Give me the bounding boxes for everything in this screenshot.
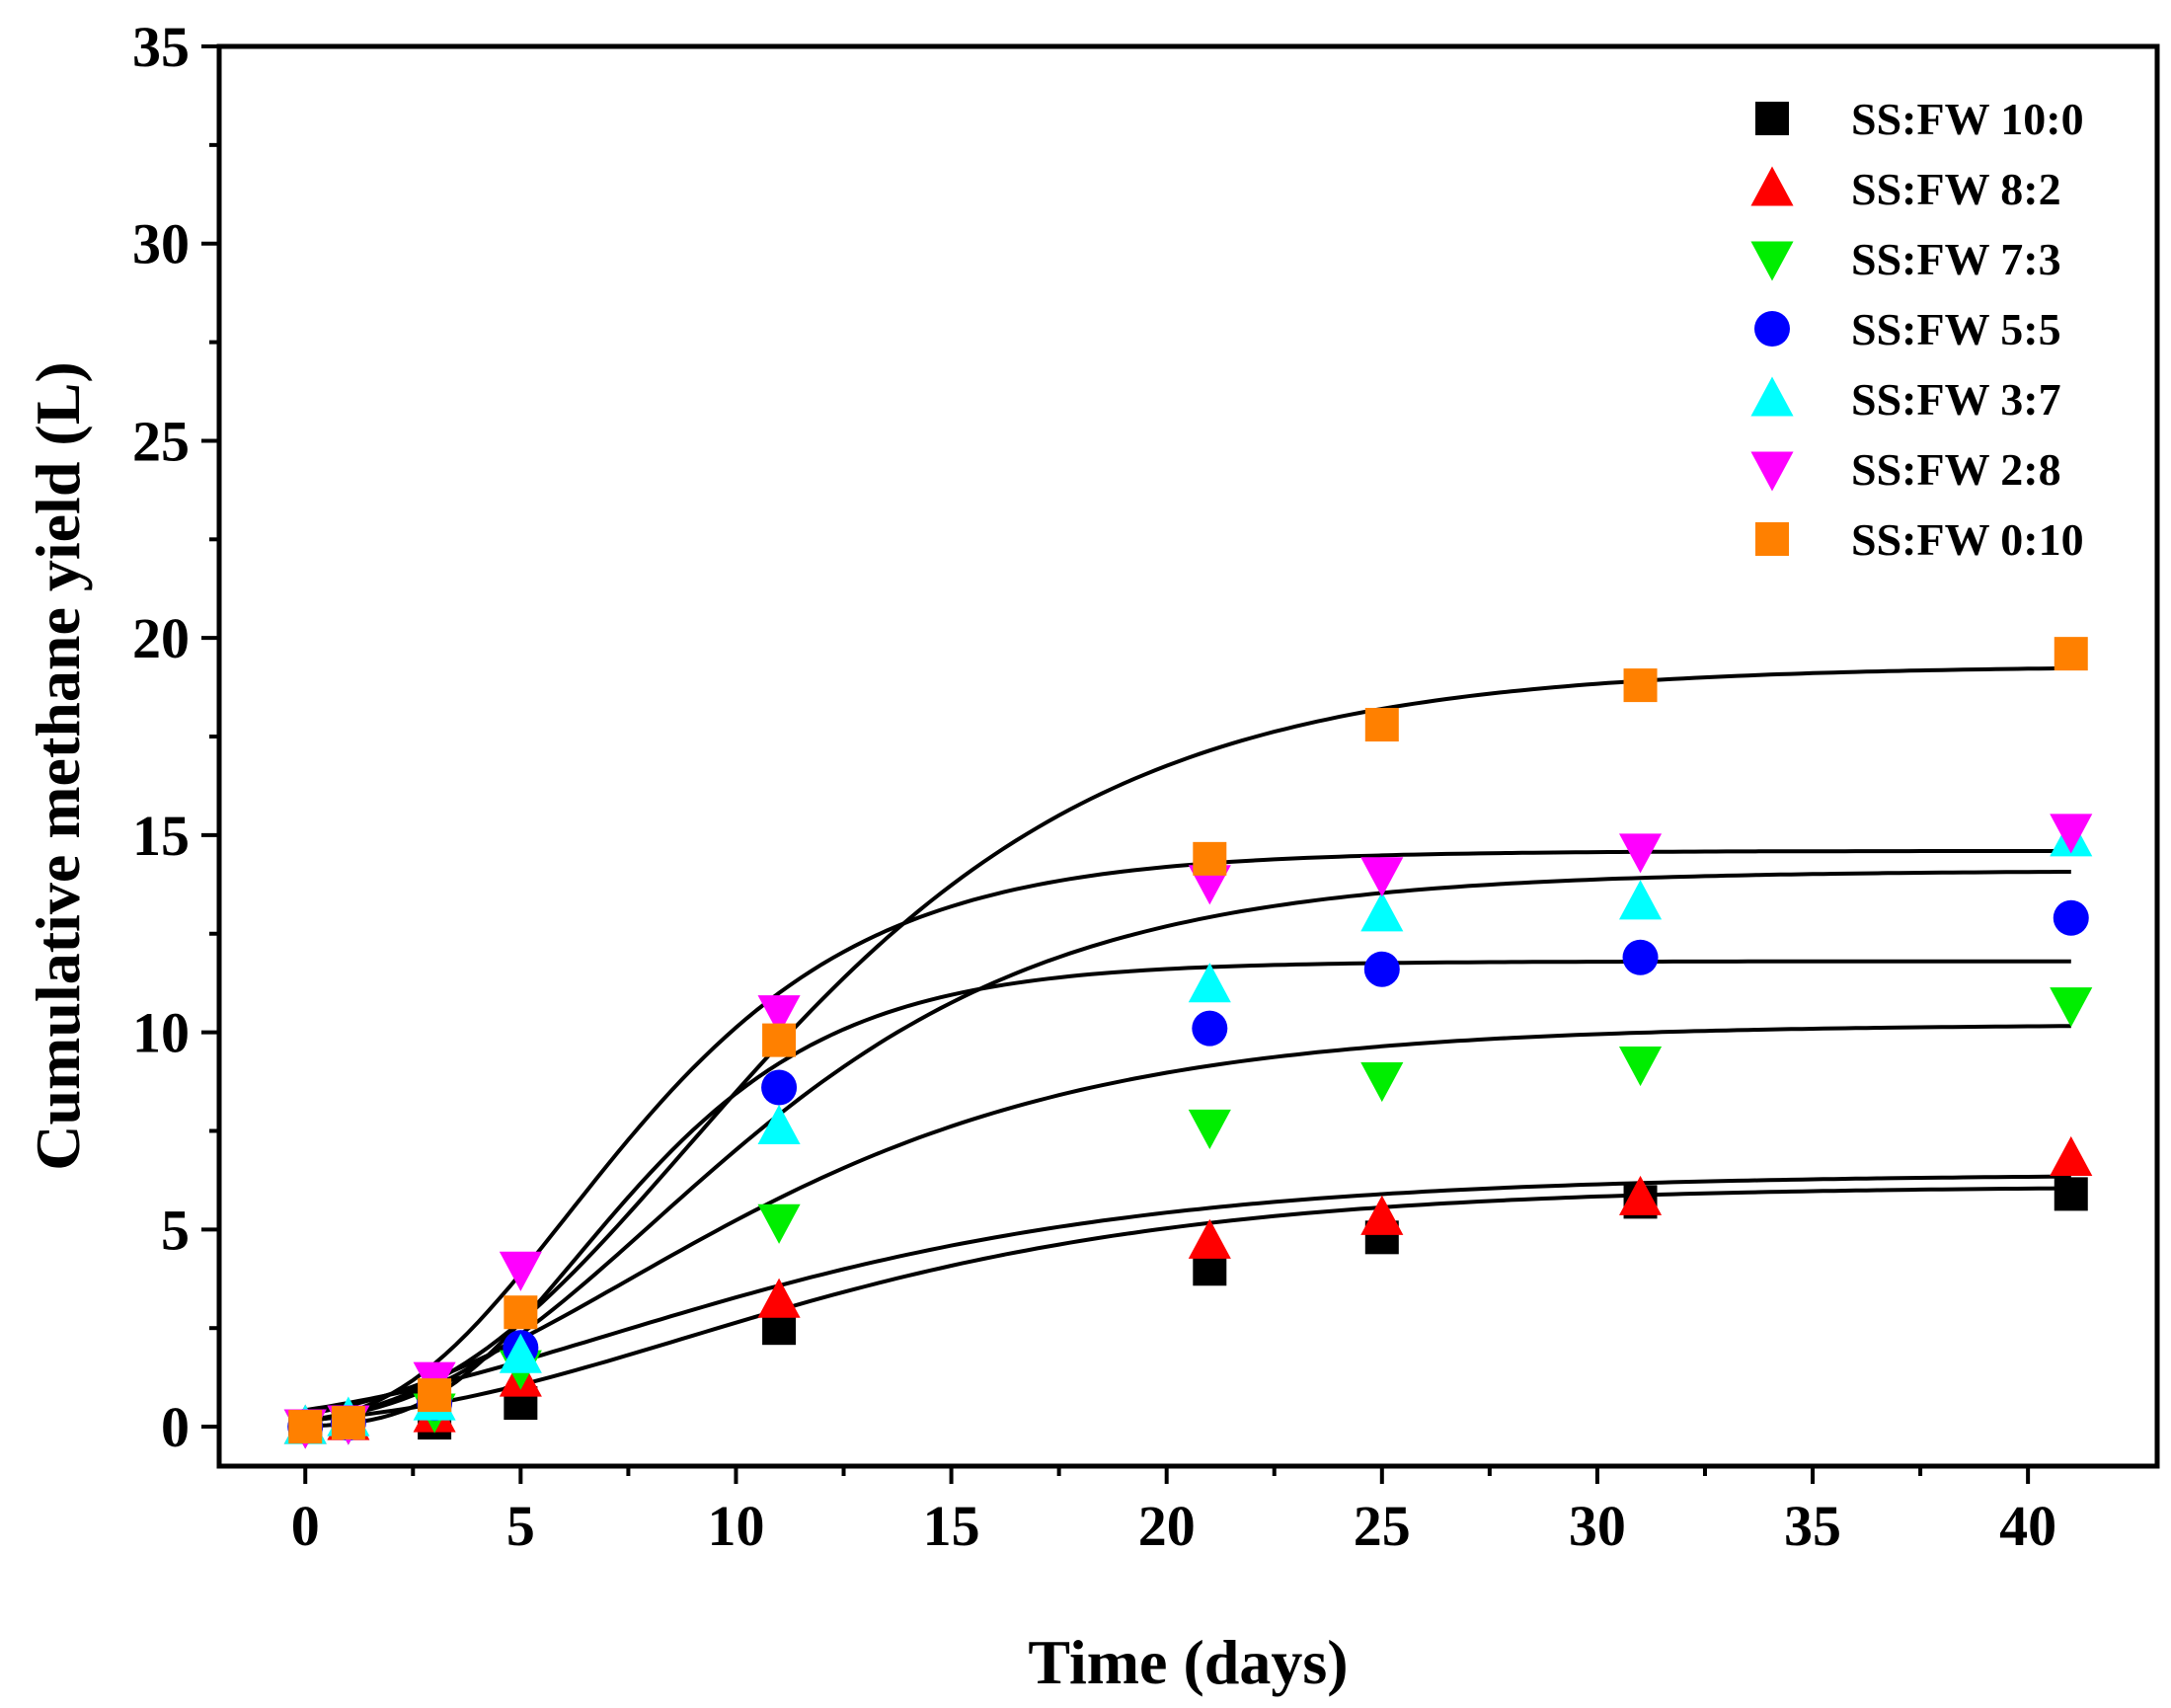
legend-label: SS:FW 0:10 [1851,514,2084,565]
data-point [757,1203,801,1244]
data-point [757,995,801,1036]
y-tick-label: 10 [132,1001,190,1065]
x-tick-label: 30 [1569,1494,1626,1558]
legend-marker [1754,311,1790,347]
data-point [1618,1175,1663,1215]
data-point [1192,1010,1228,1047]
data-point [1360,857,1404,897]
x-tick-label: 0 [291,1494,320,1558]
legend-marker [1750,241,1794,281]
legend-marker [1750,166,1794,206]
x-tick-label: 40 [1999,1494,2056,1558]
legend-label: SS:FW 3:7 [1851,374,2061,425]
data-point [2054,1177,2088,1211]
legend-label: SS:FW 2:8 [1851,444,2061,495]
y-tick-label: 5 [161,1198,190,1262]
x-tick-label: 10 [707,1494,764,1558]
y-axis-title: Cumulative methane yield (L) [23,361,93,1171]
data-point [1363,951,1400,987]
data-point [1188,1218,1231,1259]
x-tick-label: 5 [506,1494,535,1558]
fit-curve [304,870,2071,1424]
y-tick-label: 15 [132,804,190,868]
data-point [1188,1109,1231,1150]
legend-marker [1750,376,1794,417]
data-point [2050,987,2093,1028]
data-point [1364,708,1399,742]
fit-curve [305,1186,2071,1423]
axis-ticks: 0 5 10 15 20 25 30 35 40 0 5 10 15 20 25 30 35 [132,15,2056,1558]
data-point [418,1378,452,1413]
data-point [1623,668,1658,703]
data-point [1360,1061,1404,1103]
x-axis-title: Time (days) [1028,1627,1348,1697]
legend-marker [1755,102,1789,135]
data-point [762,1023,797,1057]
data-point [2054,637,2088,671]
data-point [1188,963,1231,1003]
y-tick-label: 0 [161,1395,190,1459]
x-tick-label: 15 [923,1494,980,1558]
data-point [757,1104,801,1145]
data-point [2050,814,2093,854]
fit-curve [304,1174,2071,1413]
data-point [1618,1047,1663,1087]
legend-marker [1755,522,1789,556]
data-point [1193,841,1227,876]
data-point [1618,880,1663,920]
data-point [1360,892,1404,932]
x-tick-label: 35 [1784,1494,1841,1558]
fit-curve [304,848,2071,1425]
legend-label: SS:FW 8:2 [1851,164,2061,214]
legend-label: SS:FW 5:5 [1851,304,2061,354]
x-tick-label: 25 [1354,1494,1411,1558]
data-point [1622,939,1659,975]
legend-label: SS:FW 10:0 [1851,94,2084,144]
plot-frame [216,43,2160,1469]
data-point [504,1295,538,1330]
data-point [761,1069,798,1106]
data-point [331,1406,365,1440]
data-point [288,1410,323,1444]
data-point [2050,1135,2093,1176]
y-tick-label: 20 [132,606,190,670]
data-points [283,637,2093,1449]
legend: SS:FW 10:0 SS:FW 8:2 SS:FW 7:3 SS:FW 5:5 SS:… [1750,94,2084,565]
legend-marker [1750,451,1794,492]
y-tick-label: 30 [132,212,190,276]
data-point [1360,1195,1404,1235]
data-point [757,1278,801,1318]
y-tick-label: 25 [132,409,190,473]
fit-curve [304,1024,2071,1417]
data-point [2053,899,2089,936]
legend-label: SS:FW 7:3 [1851,234,2061,284]
fit-curve [305,959,2071,1429]
data-point [499,1251,542,1291]
y-tick-label: 35 [132,15,190,79]
fit-curves [304,665,2071,1429]
x-tick-label: 20 [1138,1494,1196,1558]
fit-curve [304,665,2071,1423]
data-point [1618,833,1663,874]
data-point [499,1333,542,1373]
